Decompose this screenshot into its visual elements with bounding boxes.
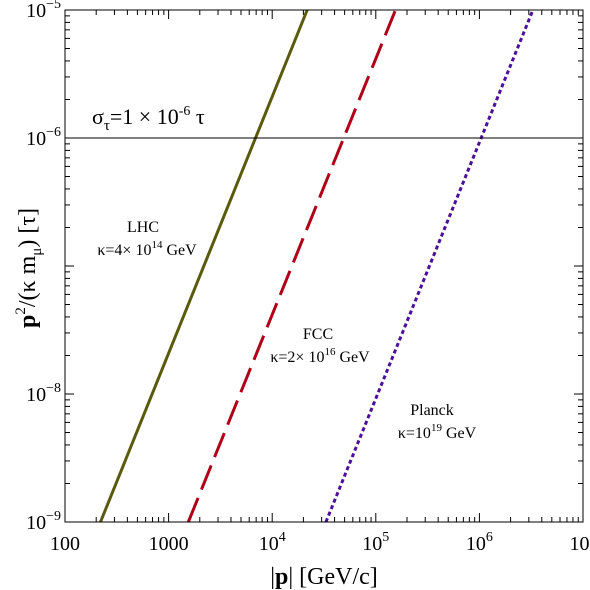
x-tick-label: 1000 <box>149 533 189 555</box>
fcc-kappa-label: κ=2× 1016 GeV <box>270 346 370 366</box>
series-line-lhc <box>99 9 309 523</box>
y-tick-label: 10−8 <box>26 381 61 406</box>
threshold-label: στ=1 × 10-6 τ <box>92 104 205 134</box>
series-line-fcc <box>186 9 397 523</box>
fcc-name-label: FCC <box>303 326 333 343</box>
x-axis-label: |p| [GeV/c] <box>270 564 378 590</box>
lhc-kappa-label: κ=4× 1014 GeV <box>97 239 197 259</box>
plot-area <box>65 10 583 522</box>
plot-frame <box>64 9 584 523</box>
series-lines <box>99 9 535 523</box>
planck-name-label: Planck <box>410 402 454 419</box>
x-tick-label: 100 <box>50 533 80 555</box>
series-line-planck <box>324 9 535 523</box>
x-tick-label: 106 <box>466 530 493 555</box>
planck-kappa-label: κ=1019 GeV <box>398 422 477 442</box>
tick-marks <box>64 9 584 523</box>
y-tick-label: 10−6 <box>26 125 61 150</box>
x-tick-label: 105 <box>362 530 389 555</box>
x-tick-label: 107 <box>570 530 590 555</box>
labels: 100 1000 104 105 106 107 10−9 10−8 10−6 10−5 <box>26 0 590 555</box>
y-tick-label: 10−5 <box>26 0 61 22</box>
lhc-name-label: LHC <box>127 219 159 236</box>
x-tick-label: 104 <box>259 530 286 555</box>
y-axis-label: p2/(κ mμ) [τ] <box>13 208 45 328</box>
y-tick-label: 10−9 <box>26 509 61 534</box>
